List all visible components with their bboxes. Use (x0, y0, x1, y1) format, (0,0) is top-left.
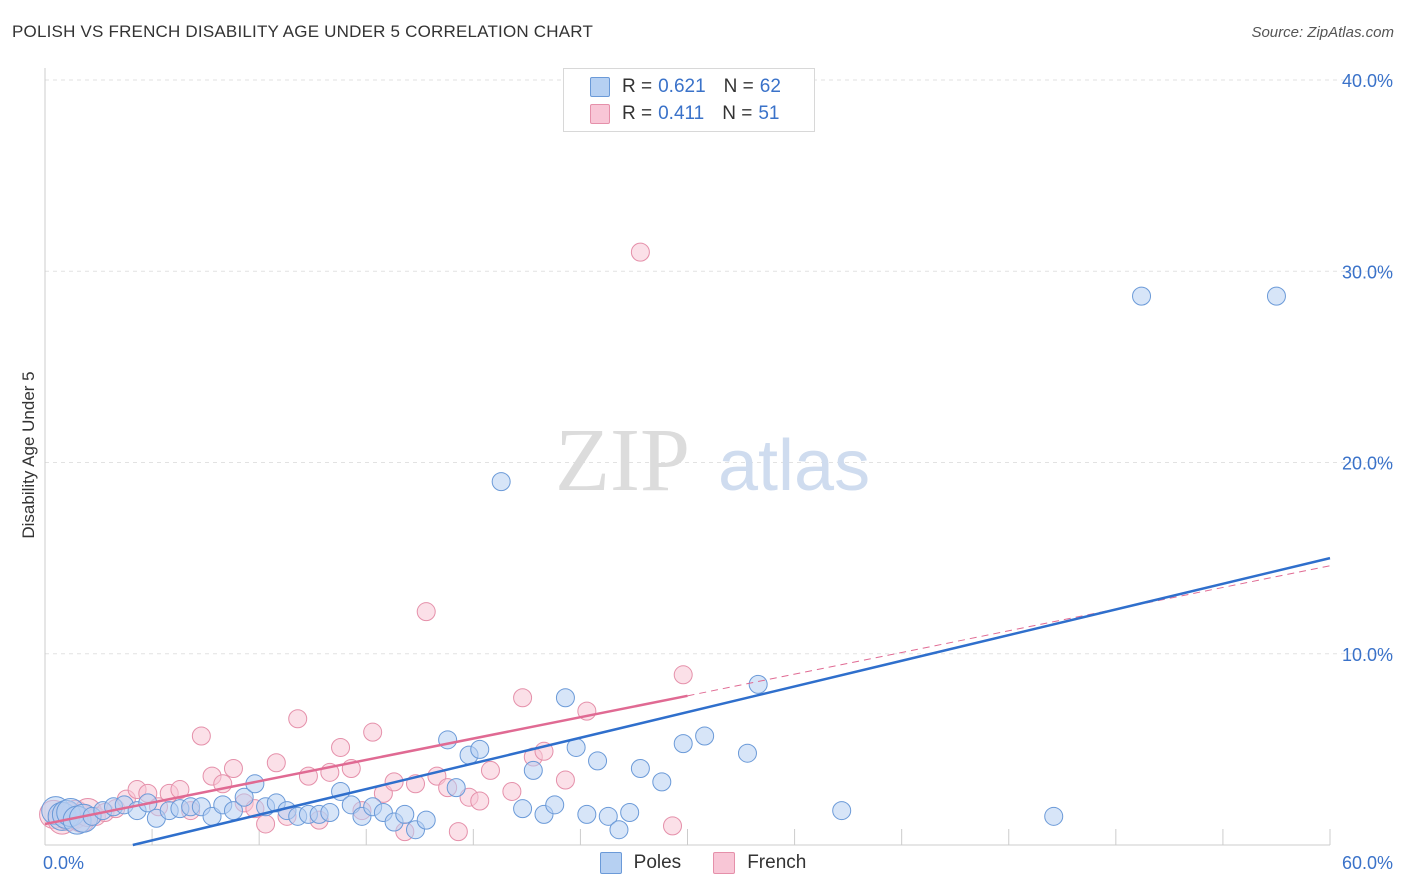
poles-point (545, 795, 565, 815)
poles-point (598, 806, 618, 826)
axes (44, 68, 1331, 846)
correlation-legend: R = 0.621 N = 62 R = 0.411 N = 51 (563, 68, 815, 132)
french-point (513, 688, 533, 708)
french-point (256, 814, 276, 834)
legend-item-poles[interactable]: Poles (599, 852, 682, 874)
poles-point (395, 804, 415, 824)
poles-point (1044, 806, 1064, 826)
french-trendline-extension (687, 565, 1331, 697)
watermark: ZIP atlas (555, 411, 870, 510)
poles-point (588, 751, 608, 771)
french-point (673, 665, 693, 685)
poles-trendline (132, 556, 1331, 847)
poles-point (234, 787, 254, 807)
chart-title: POLISH VS FRENCH DISABILITY AGE UNDER 5 … (12, 22, 594, 41)
poles-point (1132, 286, 1152, 306)
source-label: Source: ZipAtlas.com (1251, 24, 1394, 41)
poles-point (523, 760, 543, 780)
poles-points (41, 286, 1286, 840)
poles-legend-label: Poles (633, 852, 682, 873)
french-point (630, 242, 650, 262)
poles-point (320, 802, 340, 822)
y-tick-label: 30.0% (1342, 262, 1393, 282)
poles-point (446, 778, 466, 798)
french-r-value: 0.411 (658, 103, 705, 124)
poles-point (748, 674, 768, 694)
french-legend-swatch (713, 852, 736, 874)
poles-point (832, 801, 852, 821)
french-swatch (590, 104, 610, 124)
french-point (191, 726, 211, 746)
poles-point (223, 801, 243, 821)
french-point (480, 760, 500, 780)
french-point (266, 753, 286, 773)
poles-point (513, 799, 533, 819)
y-tick-label: 10.0% (1342, 645, 1393, 665)
french-point (288, 709, 308, 729)
poles-point (630, 759, 650, 778)
french-point (170, 780, 190, 800)
french-legend-label: French (747, 852, 807, 873)
x-tick-label: 60.0% (1342, 853, 1393, 873)
french-point (363, 722, 383, 742)
french-point (223, 759, 243, 778)
french-trendline (44, 694, 688, 826)
poles-point (470, 739, 490, 759)
poles-n-label: N = (723, 76, 754, 97)
poles-r-value: 0.621 (658, 76, 706, 97)
poles-legend-swatch (599, 852, 622, 874)
french-n-value: 51 (758, 103, 780, 124)
poles-point (737, 743, 757, 763)
y-tick-label: 20.0% (1342, 454, 1393, 474)
series-legend: Poles French (0, 852, 1406, 874)
french-point (448, 822, 468, 842)
poles-point (673, 734, 693, 754)
french-point (470, 791, 490, 811)
poles-point (695, 726, 715, 746)
poles-point (555, 688, 575, 708)
french-points (39, 242, 693, 842)
poles-point (620, 802, 640, 822)
french-point (331, 737, 351, 757)
french-point (663, 816, 683, 836)
y-tick-label: 40.0% (1342, 71, 1393, 91)
french-point (502, 781, 522, 801)
poles-point (1266, 286, 1286, 306)
x-tick-label: 0.0% (43, 853, 84, 873)
poles-point (416, 810, 436, 830)
watermark-zip: ZIP (555, 411, 690, 510)
french-point (555, 770, 575, 790)
trendlines (44, 556, 1331, 847)
poles-point (577, 804, 597, 824)
tick-labels: 10.0% 20.0% 30.0% 40.0% 0.0% 60.0% (43, 71, 1393, 873)
poles-point (652, 772, 672, 792)
french-n-label: N = (722, 103, 753, 124)
y-axis-label: Disability Age Under 5 (19, 371, 38, 538)
poles-n-value: 62 (759, 76, 781, 97)
gridlines (45, 79, 1395, 655)
poles-point (491, 472, 511, 492)
poles-r-label: R = (622, 76, 653, 97)
french-point (416, 602, 436, 622)
poles-point (609, 820, 629, 840)
legend-row-poles: R = 0.621 N = 62 (590, 75, 781, 99)
watermark-atlas: atlas (718, 426, 870, 506)
poles-swatch (590, 77, 610, 97)
legend-item-french[interactable]: French (713, 852, 806, 874)
french-r-label: R = (622, 103, 653, 124)
legend-row-french: R = 0.411 N = 51 (590, 102, 780, 126)
